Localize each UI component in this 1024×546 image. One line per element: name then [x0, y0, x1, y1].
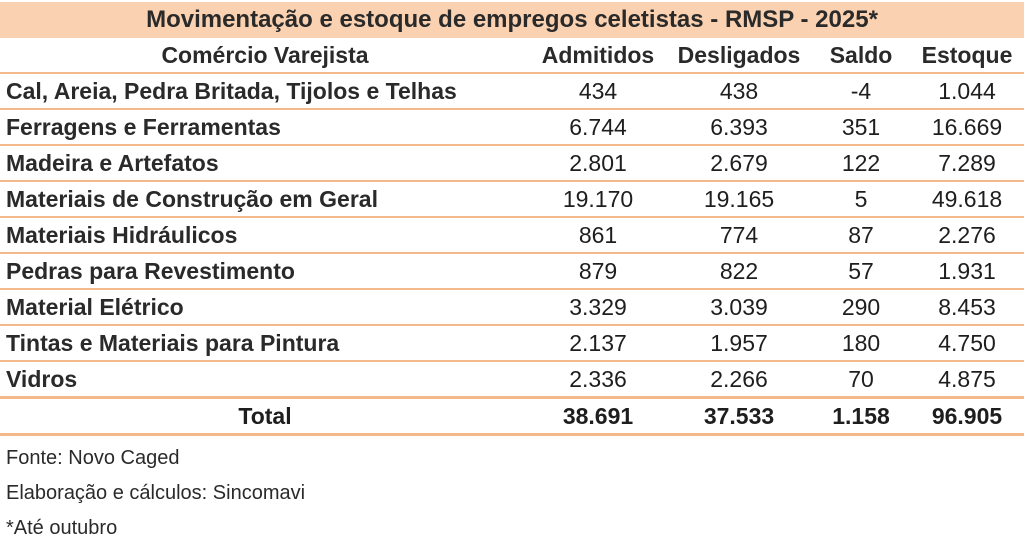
table-row: Vidros 2.336 2.266 70 4.875 [0, 361, 1024, 399]
total-saldo: 1.158 [812, 397, 910, 436]
row-estoque: 4.750 [910, 325, 1024, 362]
table-row: Cal, Areia, Pedra Britada, Tijolos e Tel… [0, 73, 1024, 110]
row-saldo: 122 [812, 145, 910, 182]
row-saldo: 57 [812, 253, 910, 290]
table-row: Ferragens e Ferramentas 6.744 6.393 351 … [0, 109, 1024, 146]
row-sector: Pedras para Revestimento [0, 253, 530, 290]
employment-table: Comércio Varejista Admitidos Desligados … [0, 38, 1024, 436]
row-saldo: -4 [812, 73, 910, 110]
total-label: Total [0, 397, 530, 436]
table-row: Materiais de Construção em Geral 19.170 … [0, 181, 1024, 218]
row-estoque: 1.931 [910, 253, 1024, 290]
row-admitidos: 2.137 [530, 325, 666, 362]
row-saldo: 5 [812, 181, 910, 218]
row-desligados: 19.165 [666, 181, 812, 218]
row-saldo: 87 [812, 217, 910, 254]
row-saldo: 290 [812, 289, 910, 326]
row-desligados: 1.957 [666, 325, 812, 362]
header-sector: Comércio Varejista [0, 38, 530, 74]
total-estoque: 96.905 [910, 397, 1024, 436]
row-desligados: 2.679 [666, 145, 812, 182]
row-estoque: 4.875 [910, 361, 1024, 399]
row-admitidos: 879 [530, 253, 666, 290]
row-sector: Ferragens e Ferramentas [0, 109, 530, 146]
row-admitidos: 3.329 [530, 289, 666, 326]
row-desligados: 2.266 [666, 361, 812, 399]
header-desligados: Desligados [666, 38, 812, 74]
row-admitidos: 2.336 [530, 361, 666, 399]
table-row: Material Elétrico 3.329 3.039 290 8.453 [0, 289, 1024, 326]
row-sector: Vidros [0, 361, 530, 399]
row-sector: Material Elétrico [0, 289, 530, 326]
row-admitidos: 6.744 [530, 109, 666, 146]
row-saldo: 70 [812, 361, 910, 399]
row-desligados: 6.393 [666, 109, 812, 146]
total-desligados: 37.533 [666, 397, 812, 436]
row-desligados: 774 [666, 217, 812, 254]
row-desligados: 438 [666, 73, 812, 110]
header-row: Comércio Varejista Admitidos Desligados … [0, 38, 1024, 74]
row-desligados: 3.039 [666, 289, 812, 326]
table-title: Movimentação e estoque de empregos celet… [0, 2, 1024, 38]
header-saldo: Saldo [812, 38, 910, 74]
table-row: Tintas e Materiais para Pintura 2.137 1.… [0, 325, 1024, 362]
header-estoque: Estoque [910, 38, 1024, 74]
row-admitidos: 2.801 [530, 145, 666, 182]
row-admitidos: 19.170 [530, 181, 666, 218]
footnote: *Até outubro [6, 517, 118, 539]
row-sector: Materiais de Construção em Geral [0, 181, 530, 218]
row-sector: Materiais Hidráulicos [0, 217, 530, 254]
row-estoque: 8.453 [910, 289, 1024, 326]
table-row: Materiais Hidráulicos 861 774 87 2.276 [0, 217, 1024, 254]
source-note: Fonte: Novo Caged [6, 447, 180, 469]
elaboration-note: Elaboração e cálculos: Sincomavi [6, 482, 306, 504]
table-row: Pedras para Revestimento 879 822 57 1.93… [0, 253, 1024, 290]
row-sector: Cal, Areia, Pedra Britada, Tijolos e Tel… [0, 73, 530, 110]
row-admitidos: 434 [530, 73, 666, 110]
header-admitidos: Admitidos [530, 38, 666, 74]
row-admitidos: 861 [530, 217, 666, 254]
row-saldo: 180 [812, 325, 910, 362]
row-estoque: 1.044 [910, 73, 1024, 110]
table-row: Madeira e Artefatos 2.801 2.679 122 7.28… [0, 145, 1024, 182]
row-estoque: 2.276 [910, 217, 1024, 254]
row-estoque: 7.289 [910, 145, 1024, 182]
row-sector: Tintas e Materiais para Pintura [0, 325, 530, 362]
row-estoque: 49.618 [910, 181, 1024, 218]
row-sector: Madeira e Artefatos [0, 145, 530, 182]
total-admitidos: 38.691 [530, 397, 666, 436]
row-saldo: 351 [812, 109, 910, 146]
table-notes: Fonte: Novo Caged Elaboração e cálculos:… [6, 441, 1006, 546]
row-estoque: 16.669 [910, 109, 1024, 146]
row-desligados: 822 [666, 253, 812, 290]
total-row: Total 38.691 37.533 1.158 96.905 [0, 397, 1024, 436]
